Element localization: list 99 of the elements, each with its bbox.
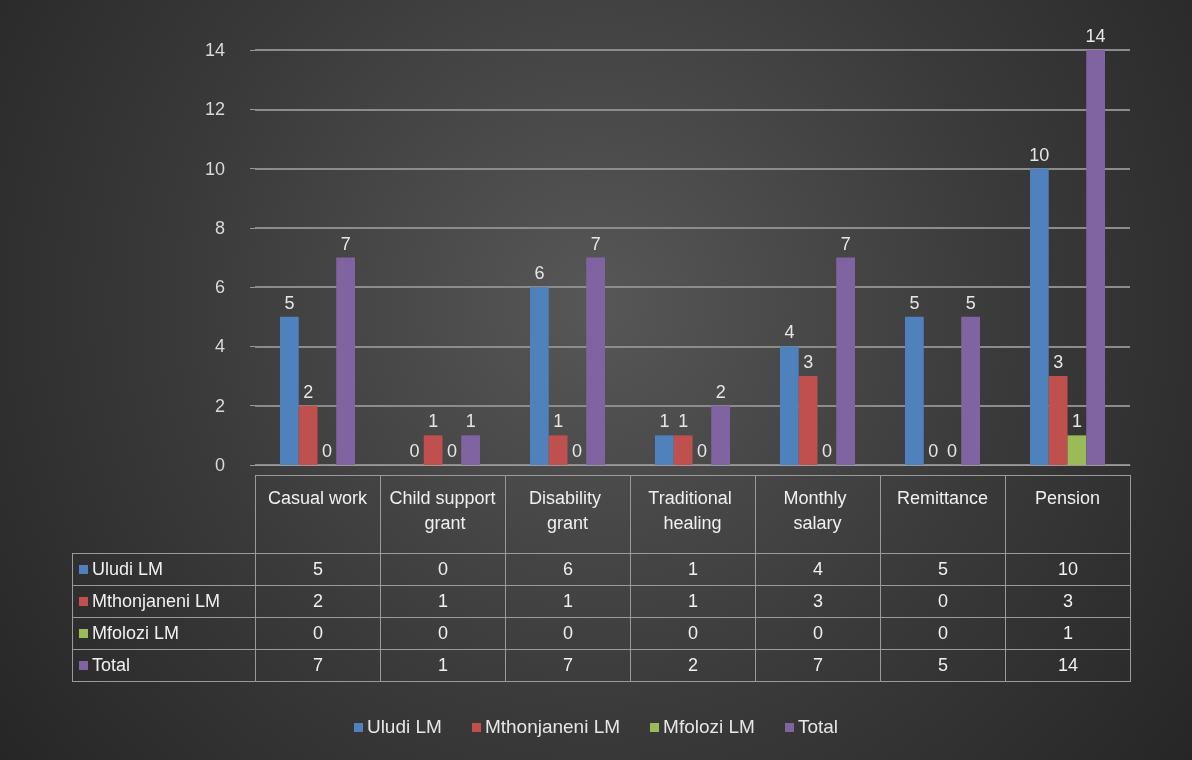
text: 6	[534, 263, 545, 284]
y-tick-label: 6	[214, 277, 225, 298]
data-label: 0	[255, 617, 381, 650]
data-label: 0	[505, 617, 631, 650]
y-tick-label: 8	[214, 217, 225, 238]
bar	[655, 435, 674, 465]
data-label: 0	[880, 585, 1006, 618]
text: Total	[92, 655, 131, 675]
bar	[1030, 168, 1049, 465]
text: 4	[784, 322, 795, 343]
bar	[336, 257, 355, 465]
bar	[530, 287, 549, 465]
y-tick-label: 12	[204, 99, 225, 120]
bar	[548, 435, 568, 465]
data-label: 0	[380, 617, 506, 650]
bar	[711, 405, 730, 465]
legend-label: Total	[797, 716, 839, 738]
text: 1	[465, 411, 476, 432]
text: 5	[965, 292, 976, 313]
data-label: 0	[630, 617, 756, 650]
bar	[836, 257, 855, 465]
legend-label: Mthonjaneni LM	[92, 591, 221, 612]
data-label: 0	[880, 617, 1006, 650]
text: 0	[446, 441, 457, 461]
bar	[461, 435, 480, 465]
legend-label: Uludi LM	[92, 559, 164, 580]
data-label: 14	[1005, 649, 1131, 682]
text: 1	[1071, 411, 1082, 432]
data-label: 1	[630, 585, 756, 618]
text: 2	[303, 381, 314, 402]
data-label: 2	[630, 649, 756, 682]
text: 5	[909, 292, 920, 313]
data-label: 1	[1005, 617, 1131, 650]
text: 0	[696, 441, 707, 461]
bar	[1048, 376, 1068, 465]
data-label: 1	[380, 585, 506, 618]
legend-label: Mfolozi LM	[663, 716, 755, 738]
x-tick-label: Remittance	[896, 487, 989, 508]
y-tick-label: 10	[204, 158, 225, 179]
data-label: 0	[755, 617, 881, 650]
bar	[280, 316, 299, 465]
data-label: 7	[755, 649, 881, 682]
data-label: 0	[380, 553, 506, 586]
text: 3	[803, 352, 814, 373]
data-label: 5	[255, 553, 381, 586]
bar	[586, 257, 605, 465]
data-label: 1	[380, 649, 506, 682]
y-tick-label: 0	[214, 455, 225, 475]
text: 0	[409, 441, 420, 461]
x-tick-label: Casual work	[267, 487, 369, 508]
text: 2	[715, 381, 726, 402]
bar	[1067, 435, 1087, 465]
data-label: 10	[1005, 553, 1131, 586]
text: 0	[821, 441, 832, 461]
data-label: 3	[755, 585, 881, 618]
x-tick-label: Traditional healing	[648, 487, 737, 533]
bar	[798, 376, 818, 465]
text: 1	[428, 411, 439, 432]
text: 1	[553, 411, 564, 432]
text: 10	[1029, 144, 1050, 165]
text: 0	[321, 441, 332, 461]
x-tick-label: Disability grant	[528, 487, 607, 533]
text: Uludi LM	[366, 716, 442, 737]
x-tick-label: Pension	[1034, 487, 1101, 508]
text: 3	[1053, 352, 1064, 373]
bar	[423, 435, 443, 465]
data-label: 2	[255, 585, 381, 618]
text: 14	[1085, 26, 1106, 46]
bar	[961, 316, 980, 465]
bar	[1086, 50, 1105, 465]
data-label: 7	[505, 649, 631, 682]
text: 0	[928, 441, 939, 461]
bar	[780, 346, 799, 465]
text: Mfolozi LM	[92, 623, 180, 643]
text: 1	[678, 411, 689, 432]
data-label: 5	[880, 649, 1006, 682]
x-tick-label: Child support grant	[389, 487, 496, 533]
x-tick-label: Monthly salary	[783, 487, 852, 533]
bar	[905, 316, 924, 465]
text: 5	[284, 292, 295, 313]
y-tick-label: 2	[214, 395, 225, 416]
data-label: 4	[755, 553, 881, 586]
data-label: 1	[630, 553, 756, 586]
bar	[298, 405, 318, 465]
data-label: 7	[255, 649, 381, 682]
data-label: 3	[1005, 585, 1131, 618]
text: 7	[340, 233, 351, 254]
data-label: 1	[505, 585, 631, 618]
text: 7	[840, 233, 851, 254]
data-label: 6	[505, 553, 631, 586]
text: 1	[659, 411, 670, 432]
data-label: 5	[880, 553, 1006, 586]
text: 7	[590, 233, 601, 254]
y-tick-label: 4	[214, 336, 225, 357]
text: Mthonjaneni LM	[484, 716, 621, 737]
bar	[673, 435, 693, 465]
text: 0	[946, 441, 957, 461]
text: 0	[571, 441, 582, 461]
y-tick-label: 14	[204, 40, 225, 60]
